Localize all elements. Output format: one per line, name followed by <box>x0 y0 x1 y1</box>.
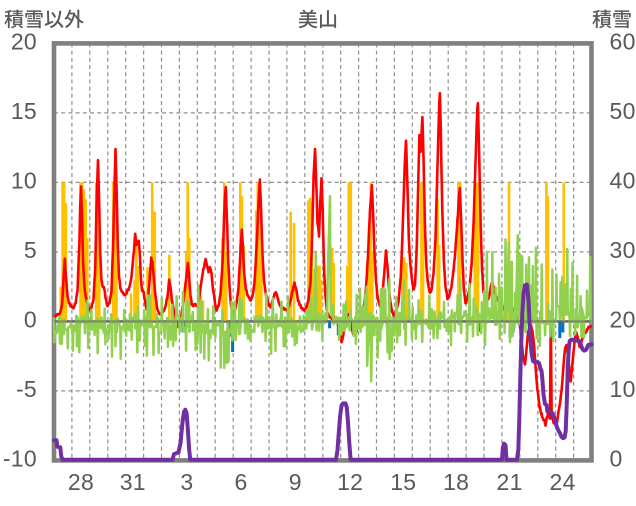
svg-text:40: 40 <box>610 168 636 194</box>
svg-text:28: 28 <box>68 469 94 495</box>
svg-text:6: 6 <box>234 469 247 495</box>
svg-text:10: 10 <box>610 376 636 402</box>
svg-text:24: 24 <box>550 469 576 495</box>
svg-text:18: 18 <box>443 469 469 495</box>
svg-text:0: 0 <box>610 446 623 472</box>
svg-text:5: 5 <box>24 237 37 263</box>
svg-text:12: 12 <box>337 469 363 495</box>
svg-text:-5: -5 <box>16 376 37 402</box>
svg-text:-10: -10 <box>3 446 37 472</box>
svg-text:60: 60 <box>610 29 636 55</box>
svg-text:10: 10 <box>11 168 37 194</box>
svg-text:20: 20 <box>610 307 636 333</box>
svg-text:50: 50 <box>610 98 636 124</box>
svg-text:20: 20 <box>11 29 37 55</box>
svg-text:9: 9 <box>289 469 302 495</box>
svg-text:30: 30 <box>610 237 636 263</box>
svg-text:15: 15 <box>390 469 416 495</box>
svg-text:31: 31 <box>120 469 146 495</box>
svg-text:21: 21 <box>497 469 523 495</box>
svg-text:3: 3 <box>180 469 193 495</box>
svg-text:15: 15 <box>11 98 37 124</box>
svg-text:0: 0 <box>24 307 37 333</box>
